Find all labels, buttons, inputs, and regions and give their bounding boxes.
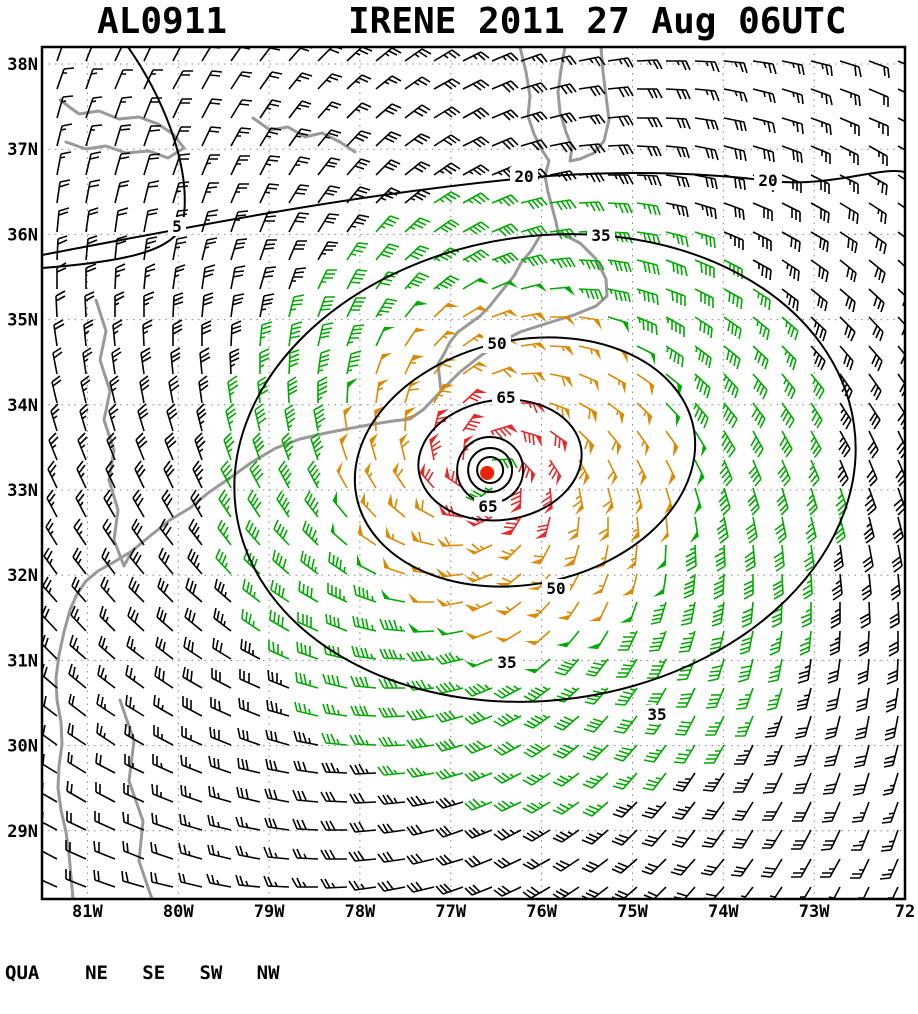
wind-barb-pennants xyxy=(331,278,706,673)
coastline xyxy=(54,230,609,899)
wind-barb-pennants xyxy=(337,303,678,645)
lat-label: 38N xyxy=(7,55,38,75)
contour-label: 65 xyxy=(478,497,497,516)
coastline xyxy=(556,47,574,149)
footer-stats: QUA NE SE SW NW R34 195 220 170 150 R50 … xyxy=(5,921,806,1014)
contour-label: 35 xyxy=(647,705,666,724)
contour-label: 20 xyxy=(514,167,533,186)
coastline xyxy=(58,98,186,150)
lat-label: 29N xyxy=(7,822,38,842)
lat-label: 37N xyxy=(7,140,38,160)
lon-label: 76W xyxy=(526,902,557,922)
contour-label: 35 xyxy=(497,653,516,672)
contour-label-box xyxy=(587,226,615,245)
lat-label: 36N xyxy=(7,225,38,245)
lon-label: 80W xyxy=(163,902,194,922)
contour-label: 20 xyxy=(758,171,777,190)
contour-label: 35 xyxy=(591,226,610,245)
lon-label: 78W xyxy=(345,902,376,922)
contour-label-box xyxy=(542,579,570,598)
lon-label: 75W xyxy=(617,902,648,922)
lat-label: 31N xyxy=(7,651,38,671)
contour-label-box xyxy=(492,388,520,407)
coastline xyxy=(118,698,154,899)
contour-label: 5 xyxy=(172,217,182,236)
contour-label: 65 xyxy=(496,388,515,407)
lat-label: 35N xyxy=(7,311,38,331)
lat-label: 33N xyxy=(7,481,38,501)
wind-barbs-50-63kt xyxy=(336,302,679,646)
contour-label-box xyxy=(168,217,186,236)
lon-label: 77W xyxy=(435,902,466,922)
storm-id-title: AL0911 xyxy=(97,1,228,42)
lat-label: 30N xyxy=(7,737,38,757)
contour-label-box xyxy=(483,334,511,353)
lat-label: 34N xyxy=(7,396,38,416)
map-frame xyxy=(40,45,907,901)
storm-center-dot xyxy=(480,466,495,480)
lon-label: 79W xyxy=(254,902,285,922)
lon-label: 74W xyxy=(708,902,739,922)
storm-name-title: IRENE 2011 27 Aug 06UTC xyxy=(348,1,847,42)
contour-label-box xyxy=(493,653,521,672)
lon-label: 73W xyxy=(799,902,830,922)
lon-label: 81W xyxy=(72,902,103,922)
contour-label-box xyxy=(643,705,671,724)
coastline xyxy=(518,47,560,234)
radii-table-header: QUA NE SE SW NW xyxy=(5,962,280,984)
plot-area: 5 20 20 35 35 35 50 50 65 65 xyxy=(42,47,905,899)
wind-barbs-under-34kt xyxy=(42,47,905,899)
contour-label-box xyxy=(510,167,538,186)
contour-label-box xyxy=(474,497,502,516)
coastline xyxy=(568,47,611,163)
lon-label: 72 xyxy=(895,902,915,922)
lat-label: 32N xyxy=(7,566,38,586)
wind-barb-pennants xyxy=(420,389,567,539)
wind-barbs-34-49kt xyxy=(215,191,848,817)
contour-label: 50 xyxy=(487,334,506,353)
coastline xyxy=(436,234,542,393)
contour-label: 50 xyxy=(546,579,565,598)
coastline xyxy=(94,298,134,568)
coastline xyxy=(64,140,186,160)
contour-label-box xyxy=(754,171,782,190)
